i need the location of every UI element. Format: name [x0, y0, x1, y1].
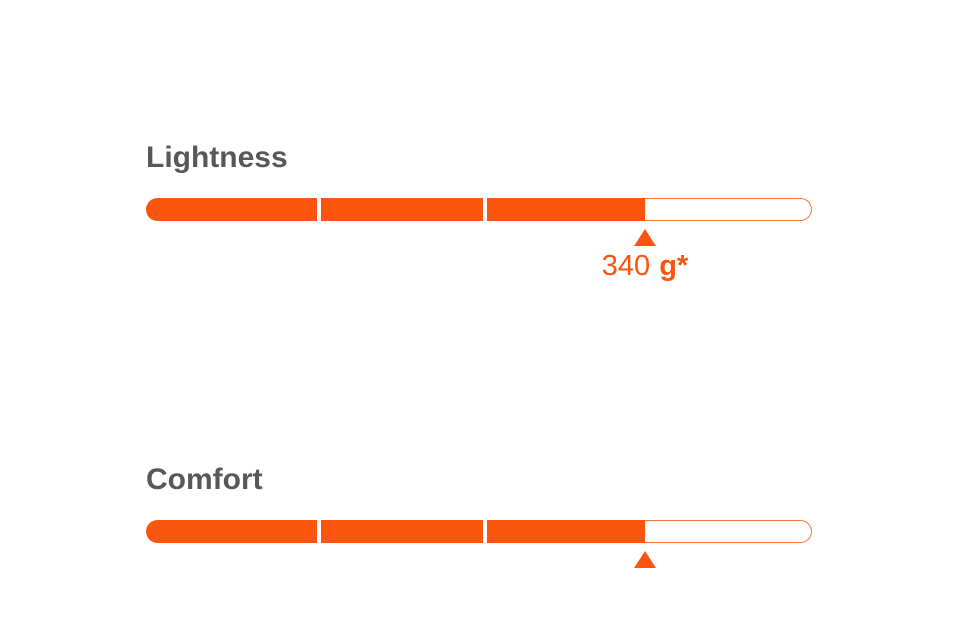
gauge-comfort-bar-fill: [146, 520, 645, 543]
up-triangle-marker-icon: [634, 229, 656, 246]
gauge-comfort-bar-empty-segment: [645, 520, 812, 543]
gauge-lightness-bar-empty-segment: [645, 198, 812, 221]
segment-divider: [317, 198, 321, 221]
gauge-lightness-bar-fill: [146, 198, 645, 221]
gauge-comfort-bar: [146, 520, 812, 568]
gauge-comfort-label: Comfort: [146, 463, 263, 496]
gauge-lightness-label: Lightness: [146, 141, 288, 174]
marker-value-number: 340: [601, 250, 651, 282]
gauge-comfort-marker-value: [641, 573, 650, 605]
gauge-lightness-marker-value: 340 g*: [601, 250, 689, 283]
gauge-lightness-bar: 340 g*: [146, 198, 812, 282]
segment-divider: [317, 520, 321, 543]
segment-divider: [483, 198, 487, 221]
gauge-lightness: Lightness 340 g*: [146, 140, 812, 282]
marker-value-unit: g*: [659, 250, 689, 282]
gauge-comfort: Comfort: [146, 462, 812, 568]
segment-divider: [483, 520, 487, 543]
up-triangle-marker-icon: [634, 551, 656, 568]
